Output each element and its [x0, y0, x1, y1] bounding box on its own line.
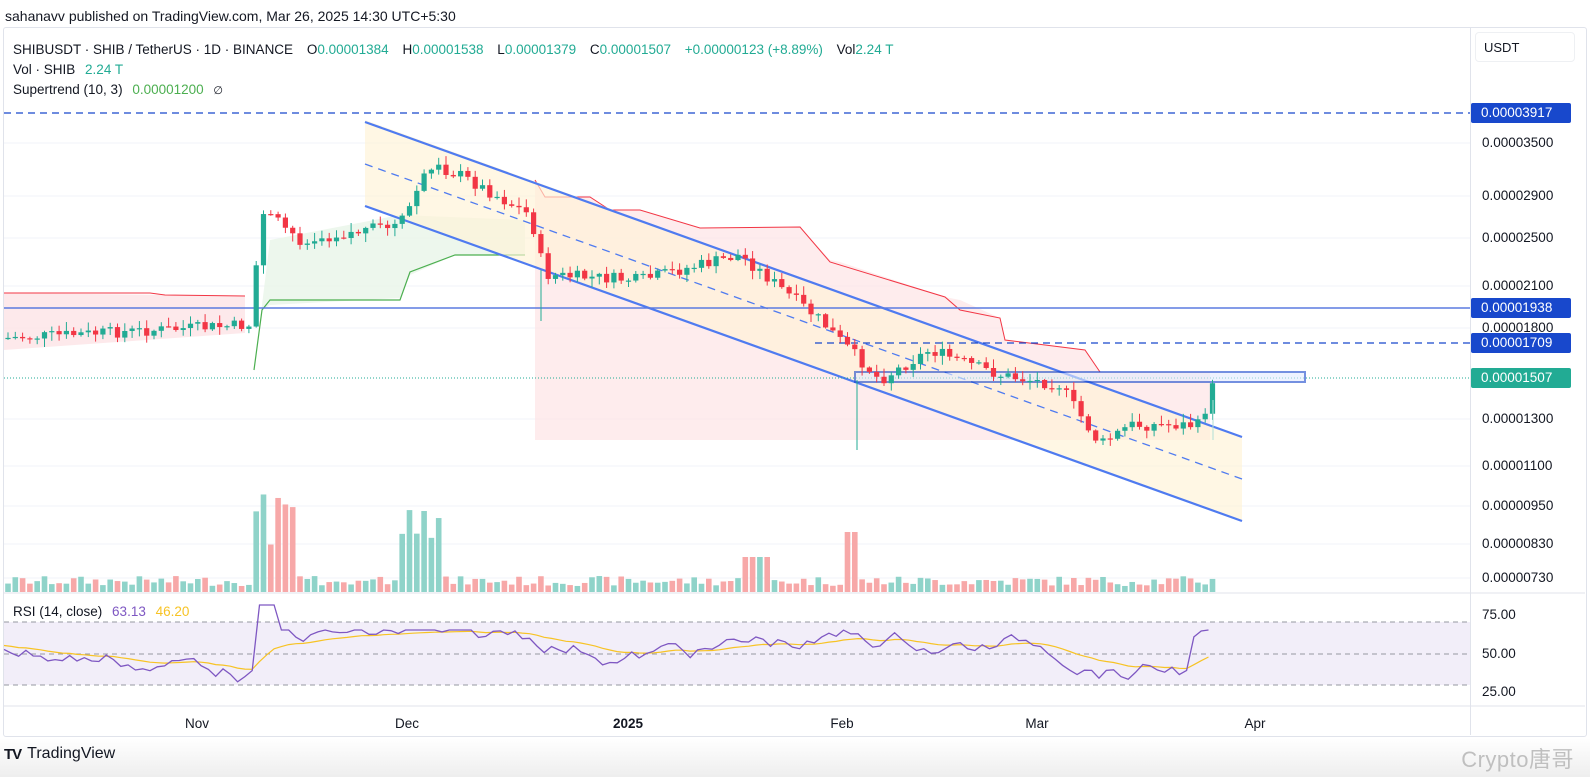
footer-bar	[0, 738, 1590, 777]
open-value: 0.00001384	[317, 42, 389, 57]
chart-frame	[3, 27, 1587, 737]
price-tick: 0.00002900	[1482, 188, 1554, 203]
volume-value: 2.24 T	[855, 42, 894, 57]
rsi-tick: 25.00	[1482, 684, 1516, 699]
rsi-value: 63.13	[112, 604, 146, 619]
rsi-tick: 50.00	[1482, 646, 1516, 661]
symbol-legend-row: SHIBUSDT · SHIB / TetherUS · 1D · BINANC…	[13, 42, 894, 57]
price-tick: 0.00000830	[1482, 536, 1554, 551]
symbol-title[interactable]: SHIBUSDT · SHIB / TetherUS · 1D · BINANC…	[13, 42, 294, 57]
time-tick: Feb	[830, 716, 854, 731]
price-level-tag[interactable]: 0.00001709	[1471, 333, 1571, 353]
close-value: 0.00001507	[599, 42, 671, 57]
price-tick: 0.00001100	[1482, 458, 1553, 473]
change-value: +0.00000123 (+8.89%)	[684, 42, 823, 57]
time-tick: Dec	[394, 716, 420, 731]
watermark: Crypto唐哥	[1461, 747, 1574, 772]
price-level-tag[interactable]: 0.00003917	[1471, 103, 1571, 123]
currency-unit-button[interactable]: USDT	[1475, 32, 1575, 62]
time-tick: Mar	[1025, 716, 1049, 731]
price-tick: 0.00001800	[1482, 320, 1554, 335]
low-value: 0.00001379	[504, 42, 577, 57]
volume-indicator-value: 2.24 T	[85, 62, 124, 77]
price-level-tag[interactable]: 0.00001938	[1471, 298, 1571, 318]
hidden-indicator-icon[interactable]: ∅	[213, 85, 224, 97]
price-tick: 0.00000950	[1482, 498, 1554, 513]
chart-legend: SHIBUSDT · SHIB / TetherUS · 1D · BINANC…	[13, 40, 893, 101]
supertrend-indicator-row[interactable]: Supertrend (10, 3) 0.00001200 ∅	[13, 82, 224, 97]
high-value: 0.00001538	[412, 42, 484, 57]
supertrend-value: 0.00001200	[132, 82, 204, 97]
price-tick: 0.00003500	[1482, 135, 1554, 150]
rsi-tick: 75.00	[1482, 607, 1516, 622]
tradingview-logo[interactable]: TV TradingView	[4, 745, 116, 763]
price-tick: 0.00002100	[1482, 278, 1554, 293]
time-tick: 2025	[612, 716, 644, 731]
tradingview-logo-icon: TV	[4, 745, 22, 763]
time-tick: Nov	[184, 716, 210, 731]
rsi-legend[interactable]: RSI (14, close) 63.13 46.20	[13, 604, 190, 619]
time-tick: Apr	[1244, 716, 1266, 731]
price-tick: 0.00001300	[1482, 411, 1554, 426]
price-level-tag[interactable]: 0.00001507	[1471, 368, 1571, 388]
rsi-ma-value: 46.20	[155, 604, 190, 619]
volume-indicator-row[interactable]: Vol · SHIB 2.24 T	[13, 62, 124, 77]
published-caption: sahanavv published on TradingView.com, M…	[5, 8, 456, 24]
price-tick: 0.00000730	[1482, 570, 1554, 585]
price-tick: 0.00002500	[1482, 230, 1554, 245]
price-axis[interactable]	[1470, 28, 1586, 735]
